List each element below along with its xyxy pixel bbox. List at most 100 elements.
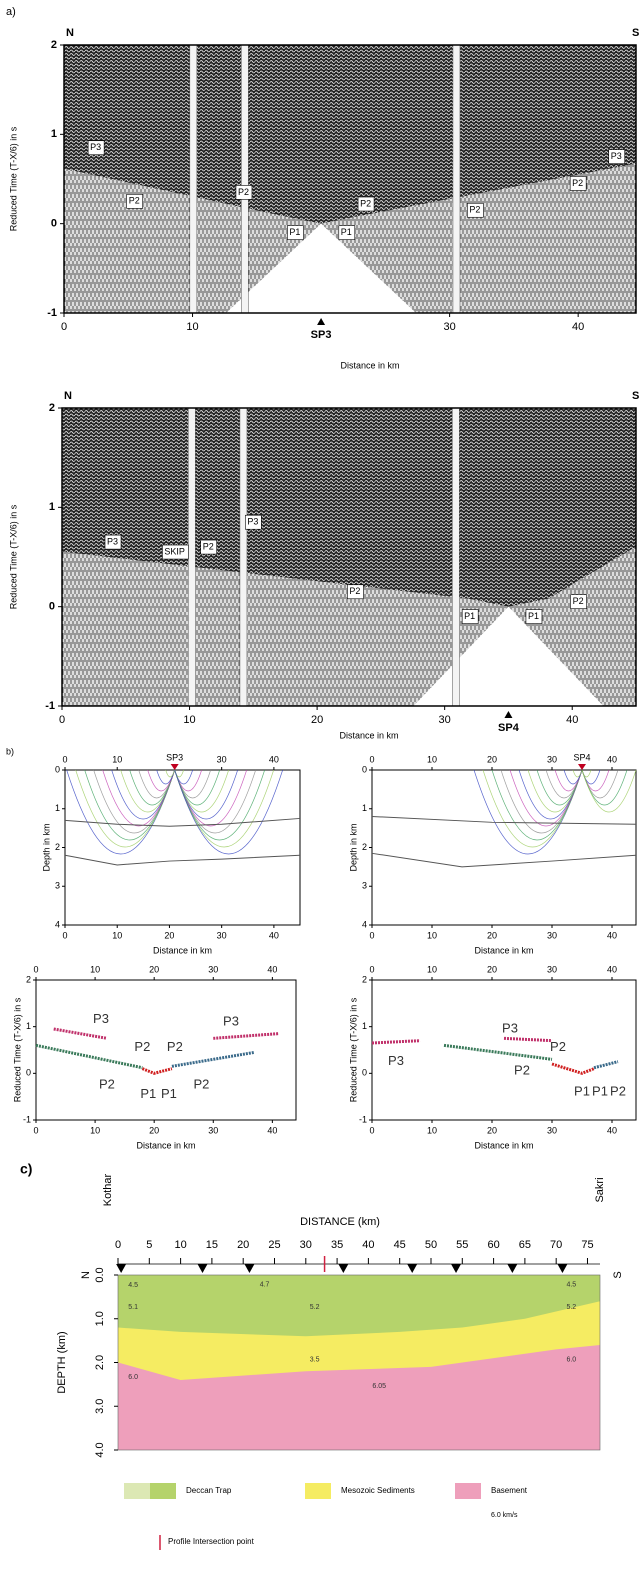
y-tick-label: 4.0 [94,1442,106,1457]
x-tick-label: 0 [61,321,67,333]
y-tick-label: 3 [362,881,367,891]
x-tick-label: 30 [439,714,451,726]
top-tick-label: 30 [217,754,227,764]
shot-label: SP3 [166,752,183,762]
x-tick-label: 0 [369,1125,374,1135]
velocity-label: 6.0 [128,1374,138,1381]
trap-layer [118,1275,600,1337]
top-tick-label: 10 [427,964,437,974]
x-tick-label: 65 [519,1239,531,1251]
phase-box [461,609,479,624]
phase-label: P3 [223,1013,239,1028]
x-tick-label: 20 [237,1239,249,1251]
east-label: Sakri [594,1177,606,1202]
top-tick-label: 20 [149,964,159,974]
west-label: Kothar [102,1173,114,1206]
y-tick-label: 3.0 [94,1399,106,1414]
phase-label: P3 [247,517,258,527]
layer-boundary [371,816,637,825]
pick-series [171,1050,255,1068]
phase-label: P2 [203,541,214,551]
x-axis-label: Distance in km [340,360,399,370]
x-tick-label: 10 [183,714,195,726]
top-tick-label: 0 [62,754,67,764]
shot-point [557,1264,568,1273]
shot-point [116,1264,127,1273]
phase-label: P2 [514,1062,530,1077]
seismic-arrivals [62,408,636,607]
layer-boundary [371,852,637,868]
ray [572,769,583,778]
y-tick-label: -1 [47,307,57,319]
y-axis-label: Reduced Time (T-X/6) in s [8,126,18,231]
y-tick-label: 4 [55,919,60,929]
legend-swatch [124,1483,150,1499]
phase-label: P2 [349,586,360,596]
phase-box [467,202,484,218]
basement-velocity: 6.0 km/s [491,1512,518,1519]
y-axis-label: Reduced Time (T-X/6) in s [12,997,22,1102]
y-tick-label: 2 [26,974,31,984]
trace-gap [239,407,248,707]
y-tick-label: 1.0 [94,1311,106,1326]
shot-point [197,1264,208,1273]
panel-label: b) [6,746,14,756]
south-label: S [632,390,639,402]
phase-box [357,196,375,212]
x-tick-label: 30 [300,1239,312,1251]
x-tick-label: 20 [487,1125,497,1135]
pick-series [371,1039,421,1045]
top-tick-label: 40 [607,964,617,974]
phase-label: P2 [610,1083,626,1098]
layer-boundary [64,817,301,827]
y-tick-label: 3 [55,881,60,891]
phase-label: P1 [574,1083,590,1098]
y-tick-label: 2 [362,842,367,852]
phase-label: P2 [134,1039,150,1054]
phase-box [287,225,304,240]
x-tick-label: 40 [607,930,617,940]
x-tick-label: 10 [90,1125,100,1135]
section-frame [61,407,637,707]
velocity-label: 6.0 [566,1357,576,1364]
y-tick-label: 1 [55,803,60,813]
x-tick-label: 30 [217,930,227,940]
y-tick-label: 0 [362,1068,367,1078]
y-tick-label: 0 [26,1068,31,1078]
legend-swatch [455,1483,481,1499]
x-tick-label: 10 [427,1125,437,1135]
top-tick-label: 40 [607,754,617,764]
top-tick-label: 40 [269,754,279,764]
x-tick-label: 40 [267,1125,277,1135]
top-tick-label: 0 [33,964,38,974]
x-tick-label: 20 [149,1125,159,1135]
phase-label: P3 [90,142,101,152]
plot-frame [371,979,637,1121]
phase-box [126,194,143,209]
x-tick-label: 35 [331,1239,343,1251]
y-tick-label: 0 [55,764,60,774]
x-tick-label: 50 [425,1239,437,1251]
south-label: S [632,27,639,39]
phase-label: P2 [550,1039,566,1054]
phase-box [235,185,253,200]
y-tick-label: 2 [49,402,55,414]
phase-box [338,225,356,240]
top-tick-label: 10 [112,754,122,764]
shot-marker [170,764,179,770]
top-tick-label: 0 [369,964,374,974]
y-axis-label: Depth in km [41,823,51,871]
x-tick-label: 20 [164,930,174,940]
x-tick-label: 10 [427,930,437,940]
velocity-label: 5.1 [128,1304,138,1311]
north-label: N [80,1271,92,1279]
top-tick-label: 30 [208,964,218,974]
y-tick-label: 2 [362,974,367,984]
phase-label: P1 [528,611,539,621]
x-tick-label: 55 [456,1239,468,1251]
phase-label: P1 [161,1086,177,1101]
phase-label: P3 [611,151,622,161]
x-tick-label: 30 [547,930,557,940]
